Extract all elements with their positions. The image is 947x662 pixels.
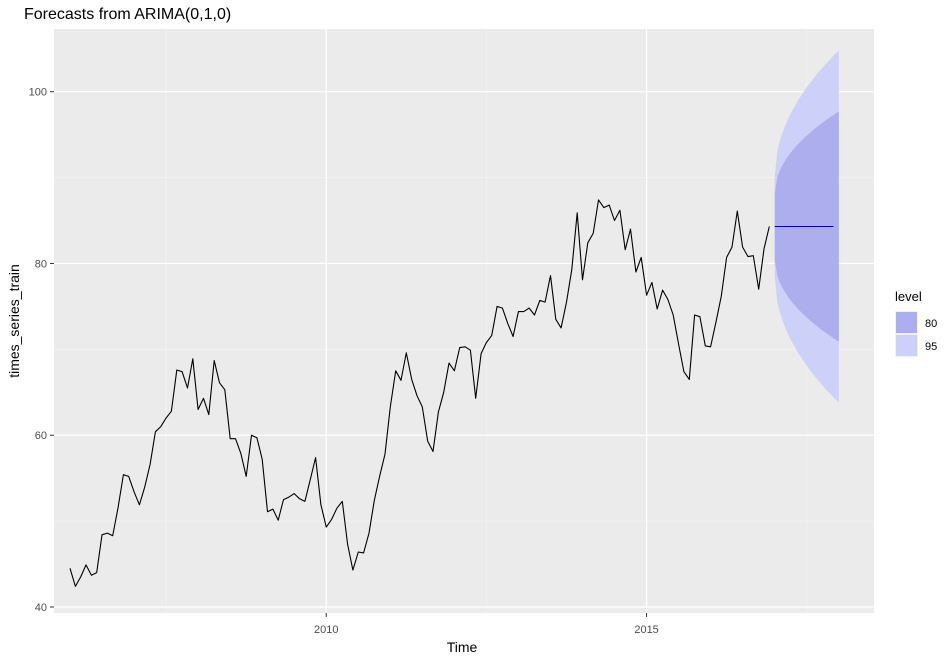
legend-label-95: 95 (925, 341, 937, 353)
y-tick-label: 80 (35, 258, 47, 270)
plot-panel (54, 29, 874, 613)
y-tick-label: 40 (35, 602, 47, 614)
x-tick-label: 2010 (314, 624, 338, 636)
legend-swatch-80 (896, 312, 917, 333)
x-axis-title: Time (447, 639, 478, 655)
legend-label-80: 80 (925, 318, 937, 330)
observed-series-line (69, 199, 770, 587)
y-tick-label: 60 (35, 430, 47, 442)
y-tick-label: 100 (29, 87, 47, 99)
x-tick-label: 2015 (634, 624, 658, 636)
x-axis: 2010 2015 (314, 613, 659, 636)
y-axis: 40 60 80 100 (29, 87, 54, 614)
y-axis-title: times_series_train (6, 264, 22, 378)
major-grid (54, 29, 874, 613)
series-lines (69, 199, 834, 587)
legend-title: level (895, 289, 922, 304)
chart-title: Forecasts from ARIMA(0,1,0) (24, 6, 231, 23)
legend: level 80 95 (895, 289, 937, 357)
legend-swatch-95 (896, 335, 917, 356)
